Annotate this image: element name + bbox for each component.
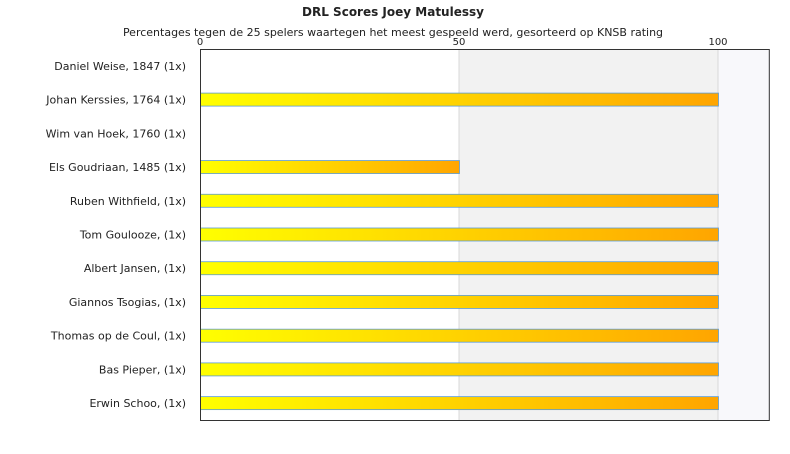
x-tick-label: 100 (708, 37, 727, 48)
category-label: Ruben Withfield, (1x) (70, 195, 186, 208)
bar (200, 362, 719, 377)
bar (200, 193, 719, 208)
category-label: Wim van Hoek, 1760 (1x) (46, 127, 186, 140)
chart-title: DRL Scores Joey Matulessy (302, 5, 484, 19)
bar (200, 160, 460, 174)
plot-frame (200, 49, 770, 421)
bar (200, 92, 719, 107)
category-label: Thomas op de Coul, (1x) (50, 330, 186, 343)
plot-area: 0 50 100 Daniel Weise, 1847 (1x) Johan Kerss… (45, 37, 770, 421)
bar (200, 295, 719, 309)
category-label: Johan Kerssies, 1764 (1x) (45, 94, 186, 107)
bar (200, 328, 719, 343)
x-tick-label: 50 (453, 37, 466, 48)
bar (200, 396, 719, 411)
bar (200, 227, 719, 242)
category-label: Daniel Weise, 1847 (1x) (54, 60, 186, 73)
category-label: Albert Jansen, (1x) (84, 262, 186, 275)
bar (200, 261, 719, 276)
category-label: Tom Goulooze, (1x) (79, 229, 186, 242)
category-label: Bas Pieper, (1x) (99, 363, 186, 376)
grid-band (718, 49, 770, 420)
x-tick-label: 0 (197, 37, 203, 48)
category-label: Erwin Schoo, (1x) (89, 397, 186, 410)
category-label: Giannos Tsogias, (1x) (69, 296, 186, 309)
chart-subtitle: Percentages tegen de 25 spelers waartege… (123, 26, 663, 39)
category-label: Els Goudriaan, 1485 (1x) (49, 161, 186, 174)
